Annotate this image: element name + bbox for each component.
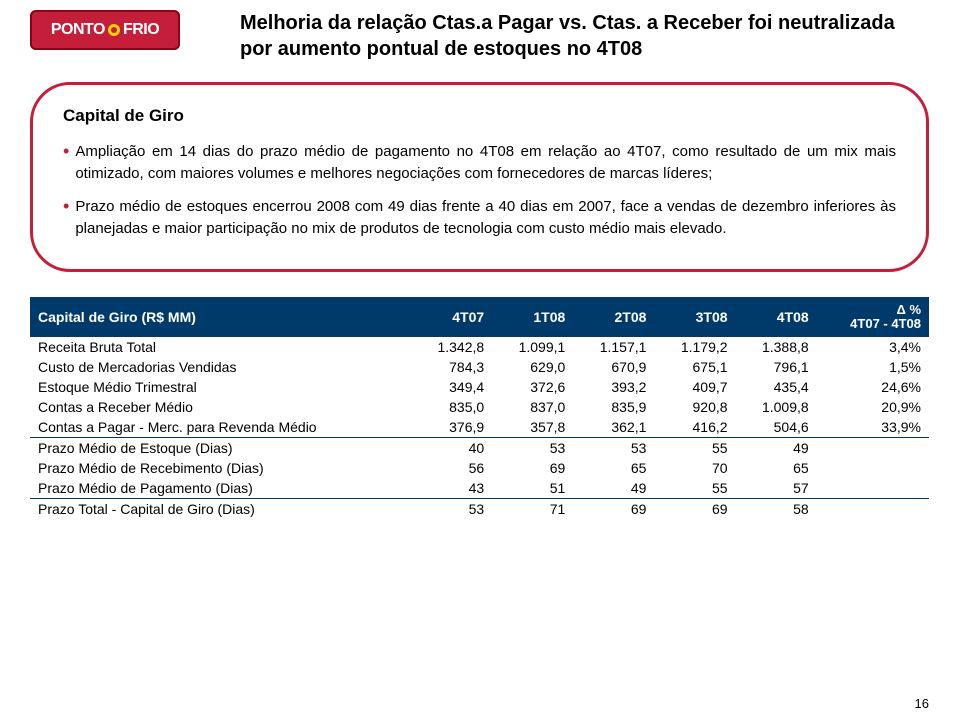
table-row: Estoque Médio Trimestral349,4372,6393,24… [30,377,929,397]
bullet-text: Ampliação em 14 dias do prazo médio de p… [75,141,896,186]
cell-value: 1.388,8 [736,337,817,357]
cell-value: 53 [411,499,492,520]
cell-value: 675,1 [654,357,735,377]
col-header: 3T08 [654,297,735,338]
col-header: 1T08 [492,297,573,338]
cell-value: 1.099,1 [492,337,573,357]
cell-value: 784,3 [411,357,492,377]
cell-value: 409,7 [654,377,735,397]
cell-value: 71 [492,499,573,520]
delta-top: Δ % [896,302,921,317]
cell-value: 796,1 [736,357,817,377]
cell-value: 376,9 [411,417,492,438]
logo-text-left: PONTO [51,21,105,38]
capital-giro-callout: Capital de Giro • Ampliação em 14 dias d… [30,82,929,272]
page-title: Melhoria da relação Ctas.a Pagar vs. Cta… [240,10,929,62]
col-header: 4T07 [411,297,492,338]
table-row: Custo de Mercadorias Vendidas784,3629,06… [30,357,929,377]
table-row: Contas a Pagar - Merc. para Revenda Médi… [30,417,929,438]
row-label: Prazo Médio de Recebimento (Dias) [30,458,411,478]
brand-logo: PONTO FRIO [30,10,180,50]
cell-value: 670,9 [573,357,654,377]
cell-value: 49 [736,438,817,459]
cell-value: 33,9% [817,417,929,438]
cell-value: 1.342,8 [411,337,492,357]
cell-value: 65 [573,458,654,478]
cell-value: 69 [573,499,654,520]
cell-value: 40 [411,438,492,459]
bullet-text: Prazo médio de estoques encerrou 2008 co… [75,196,896,241]
bullet-item: • Ampliação em 14 dias do prazo médio de… [63,141,896,186]
page-number: 16 [915,696,929,711]
cell-value: 57 [736,478,817,499]
cell-value: 629,0 [492,357,573,377]
cell-value: 504,6 [736,417,817,438]
cell-value [817,458,929,478]
cell-value: 49 [573,478,654,499]
cell-value: 920,8 [654,397,735,417]
callout-heading: Capital de Giro [63,103,896,129]
cell-value: 53 [492,438,573,459]
row-label: Contas a Pagar - Merc. para Revenda Médi… [30,417,411,438]
cell-value: 55 [654,478,735,499]
logo-dot-icon [108,24,120,36]
cell-value: 53 [573,438,654,459]
cell-value: 24,6% [817,377,929,397]
bullet-item: • Prazo médio de estoques encerrou 2008 … [63,196,896,241]
cell-value: 56 [411,458,492,478]
cell-value: 435,4 [736,377,817,397]
cell-value: 69 [654,499,735,520]
row-label: Custo de Mercadorias Vendidas [30,357,411,377]
cell-value: 362,1 [573,417,654,438]
cell-value: 1,5% [817,357,929,377]
capital-giro-table: Capital de Giro (R$ MM) 4T07 1T08 2T08 3… [30,297,929,520]
row-label: Prazo Médio de Pagamento (Dias) [30,478,411,499]
cell-value: 1.157,1 [573,337,654,357]
row-label: Estoque Médio Trimestral [30,377,411,397]
row-label: Contas a Receber Médio [30,397,411,417]
cell-value [817,499,929,520]
cell-value: 43 [411,478,492,499]
cell-value: 20,9% [817,397,929,417]
cell-value: 58 [736,499,817,520]
cell-value: 416,2 [654,417,735,438]
bullet-icon: • [63,141,69,186]
cell-value: 65 [736,458,817,478]
cell-value: 70 [654,458,735,478]
cell-value: 835,9 [573,397,654,417]
cell-value: 357,8 [492,417,573,438]
bullet-icon: • [63,196,69,241]
cell-value: 349,4 [411,377,492,397]
table-row: Prazo Médio de Estoque (Dias)4053535549 [30,438,929,459]
cell-value: 372,6 [492,377,573,397]
col-header: 2T08 [573,297,654,338]
delta-bottom: 4T07 - 4T08 [850,316,921,331]
table-row: Prazo Total - Capital de Giro (Dias)5371… [30,499,929,520]
cell-value: 393,2 [573,377,654,397]
cell-value [817,478,929,499]
cell-value [817,438,929,459]
cell-value: 835,0 [411,397,492,417]
cell-value: 837,0 [492,397,573,417]
table-row: Receita Bruta Total1.342,81.099,11.157,1… [30,337,929,357]
cell-value: 1.009,8 [736,397,817,417]
row-label: Prazo Médio de Estoque (Dias) [30,438,411,459]
cell-value: 69 [492,458,573,478]
cell-value: 3,4% [817,337,929,357]
row-label: Receita Bruta Total [30,337,411,357]
col-header-label: Capital de Giro (R$ MM) [30,297,411,338]
col-header: 4T08 [736,297,817,338]
col-header-delta: Δ % 4T07 - 4T08 [817,297,929,338]
table-row: Prazo Médio de Recebimento (Dias)5669657… [30,458,929,478]
cell-value: 55 [654,438,735,459]
cell-value: 1.179,2 [654,337,735,357]
table-row: Contas a Receber Médio835,0837,0835,9920… [30,397,929,417]
row-label: Prazo Total - Capital de Giro (Dias) [30,499,411,520]
table-row: Prazo Médio de Pagamento (Dias)435149555… [30,478,929,499]
cell-value: 51 [492,478,573,499]
logo-text-right: FRIO [123,21,159,38]
